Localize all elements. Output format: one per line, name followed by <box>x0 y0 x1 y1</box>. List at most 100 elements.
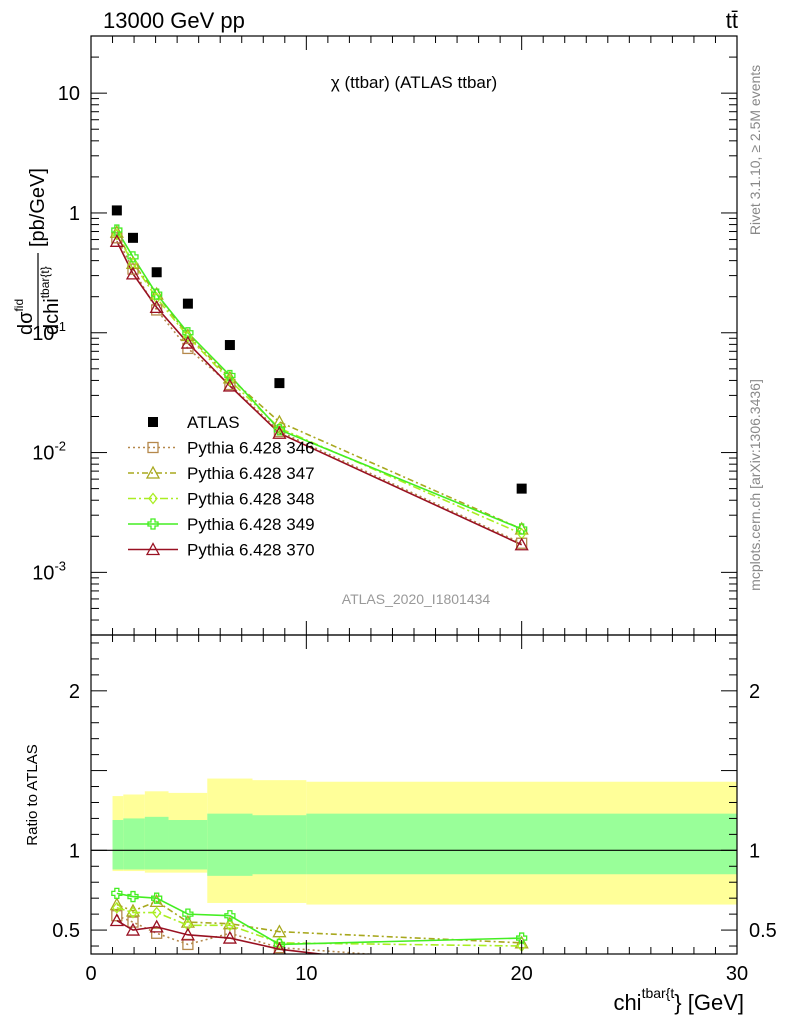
legend-label-s349: Pythia 6.428 349 <box>187 515 315 534</box>
legend-label-s347: Pythia 6.428 347 <box>187 464 315 483</box>
ratio-y-axis-title: Ratio to ATLAS <box>24 744 41 845</box>
point-s349 <box>273 424 286 436</box>
y-tick-label: 10-2 <box>32 439 66 465</box>
point-data <box>516 483 527 494</box>
legend-label-s346: Pythia 6.428 346 <box>187 439 315 458</box>
point-s346 <box>127 263 139 275</box>
ratio-y-tick-label-right: 1 <box>749 840 760 862</box>
ratio-point-s348 <box>151 906 162 919</box>
x-tick-label: 10 <box>295 963 317 985</box>
ratio-y-tick-label: 0.5 <box>52 920 80 942</box>
y-tick-label: 1 <box>69 203 80 225</box>
point-data <box>111 205 122 216</box>
point-s349 <box>182 327 194 339</box>
band-inner-bin <box>252 815 307 875</box>
ratio-point-s370 <box>272 941 287 954</box>
series-line-s346 <box>116 237 523 544</box>
series-line-s349 <box>116 229 522 530</box>
y-tick-label: 10-3 <box>32 558 66 584</box>
header-right-label: tt̄ <box>726 8 738 33</box>
ratio-point-s347 <box>180 914 195 928</box>
ratio-line-s370 <box>116 919 327 954</box>
x-tick-label: 20 <box>511 963 533 985</box>
point-s370 <box>149 299 164 313</box>
point-data <box>224 340 235 351</box>
svg-text:chitbar{t} [GeV]: chitbar{t} [GeV] <box>613 985 744 1015</box>
band-inner-bin <box>207 813 253 876</box>
legend: ATLAS Pythia 6.428 346 Pythia 6.428 347 Pyt… <box>128 413 315 560</box>
point-data <box>274 378 285 389</box>
ratio-point-s370 <box>125 922 141 936</box>
ratio-point-s346 <box>151 927 163 939</box>
point-data <box>182 298 193 309</box>
point-s349 <box>127 251 139 263</box>
ratio-point-s370 <box>222 930 237 944</box>
analysis-watermark: ATLAS_2020_I1801434 <box>342 591 491 607</box>
y-axis-title: dσfid dchitbar{t} [pb/GeV] <box>12 168 63 335</box>
band-inner-bin <box>123 818 145 870</box>
svg-text:dσfid: dσfid <box>12 299 37 335</box>
ratio-point-s347 <box>109 897 124 911</box>
ratio-point-s370 <box>180 927 195 941</box>
ratio-line-s347 <box>116 900 522 944</box>
legend-marker-s370 <box>145 542 161 556</box>
point-s370 <box>109 233 124 247</box>
x-tick-label: 0 <box>85 963 96 985</box>
point-s370 <box>514 537 529 551</box>
x-tick-label: 30 <box>726 963 748 985</box>
side-label-mcplots: mcplots.cern.ch [arXiv:1306.3436] <box>747 379 763 591</box>
ratio-point-s348 <box>112 901 122 914</box>
ratio-line-s348 <box>116 906 522 947</box>
ratio-y-tick-label-right: 0.5 <box>749 920 777 942</box>
point-s348 <box>225 374 235 387</box>
ratio-point-s346 <box>127 916 139 928</box>
ratio-y-tick-label: 2 <box>69 681 80 703</box>
ratio-point-s349 <box>224 910 236 922</box>
chart-title: χ (ttbar) (ATLAS ttbar) <box>331 73 497 92</box>
ratio-point-s370 <box>149 919 164 933</box>
ratio-point-s348 <box>183 919 193 932</box>
ratio-point-s348 <box>274 936 285 949</box>
ratio-point-s347 <box>149 894 164 908</box>
main-curves <box>109 205 529 551</box>
legend-marker-s348 <box>148 492 158 505</box>
ratio-point-s347 <box>272 924 287 938</box>
uncertainty-bands <box>91 778 737 905</box>
point-s349 <box>151 288 163 300</box>
legend-marker-s346 <box>147 441 159 454</box>
point-s348 <box>274 422 285 435</box>
svg-text:[pb/GeV]: [pb/GeV] <box>27 168 49 247</box>
point-data <box>127 232 138 243</box>
point-s349 <box>516 523 528 535</box>
band-inner-bin <box>144 816 169 870</box>
point-s370 <box>222 378 237 392</box>
band-inner-bin <box>306 813 737 875</box>
point-s349 <box>224 369 236 382</box>
point-s349 <box>111 224 123 236</box>
ratio-point-s349 <box>182 908 194 920</box>
point-s348 <box>112 228 122 241</box>
point-data <box>151 267 162 278</box>
ratio-point-s348 <box>225 919 235 932</box>
ratio-point-s348 <box>128 906 138 919</box>
point-s370 <box>180 335 195 349</box>
ratio-y-tick-label-right: 2 <box>749 681 760 703</box>
legend-label-data: ATLAS <box>187 413 240 432</box>
ratio-y-tick-label: 1 <box>69 840 80 862</box>
legend-label-s348: Pythia 6.428 348 <box>187 490 315 509</box>
series-line-s347 <box>116 231 522 530</box>
ratio-curves <box>109 887 529 954</box>
legend-marker-s347 <box>145 465 161 479</box>
point-s370 <box>272 425 287 439</box>
svg-text:dchitbar{t}: dchitbar{t} <box>38 266 63 335</box>
ratio-point-s349 <box>111 887 123 900</box>
header-left-label: 13000 GeV pp <box>103 8 245 33</box>
legend-marker-s349 <box>147 518 159 530</box>
ratio-point-s349 <box>151 892 163 904</box>
legend-label-s370: Pythia 6.428 370 <box>187 541 315 560</box>
x-axis-title: chitbar{t} [GeV] <box>613 985 744 1015</box>
band-inner-bin <box>112 820 124 870</box>
ratio-point-s349 <box>516 932 528 944</box>
point-s370 <box>125 266 141 280</box>
